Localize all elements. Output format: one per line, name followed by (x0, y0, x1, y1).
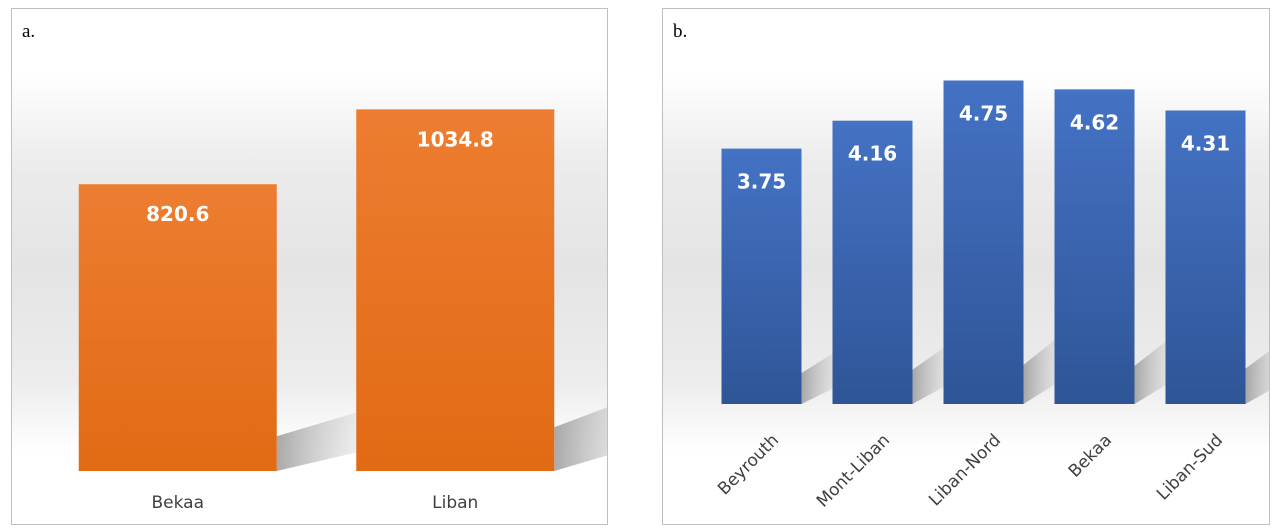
category-label: Bekaa (1065, 430, 1116, 481)
bar-bekaa (1054, 89, 1135, 405)
bar-liban (356, 109, 555, 472)
category-label: Liban (432, 493, 478, 513)
bar-shadow (1023, 332, 1064, 404)
category-label: Liban-Sud (1153, 430, 1227, 504)
chart-panel-b: b. 3.75 Beyrouth 4.16 Mont-Liban 4.75 Liban-N… (662, 8, 1270, 525)
data-label: 4.75 (959, 102, 1008, 126)
data-label: 1034.8 (417, 127, 494, 151)
chart-panel-a: a. 820.6 Bekaa 1034.8 Liban (11, 8, 608, 525)
data-label: 4.16 (848, 142, 897, 166)
bar-beyrouth (721, 148, 802, 404)
bar-liban-nord (943, 80, 1024, 405)
data-label: 4.31 (1181, 131, 1230, 155)
panel-a-label: a. (22, 21, 36, 42)
bar-shadow (276, 407, 372, 471)
bar-chart-a: 820.6 Bekaa 1034.8 Liban (78, 109, 607, 513)
bar-chart-b: 3.75 Beyrouth 4.16 Mont-Liban 4.75 Liban-Nord… (714, 80, 1269, 512)
bar-bekaa (78, 184, 277, 472)
bar-mont-liban (832, 120, 913, 405)
category-label: Mont-Liban (813, 430, 894, 511)
bar-shadow (1134, 334, 1175, 404)
bar-shadow (554, 407, 607, 471)
category-label: Bekaa (151, 493, 204, 513)
bar-shadow (912, 341, 953, 404)
data-label: 3.75 (737, 170, 786, 194)
category-label: Liban-Nord (925, 430, 1005, 510)
bar-shadow (801, 347, 842, 404)
data-label: 820.6 (146, 202, 209, 226)
bar-liban-sud (1165, 110, 1246, 405)
bar-shadow (1245, 351, 1269, 404)
data-label: 4.62 (1070, 110, 1119, 134)
panel-b-label: b. (673, 21, 688, 42)
category-label: Beyrouth (714, 430, 783, 499)
